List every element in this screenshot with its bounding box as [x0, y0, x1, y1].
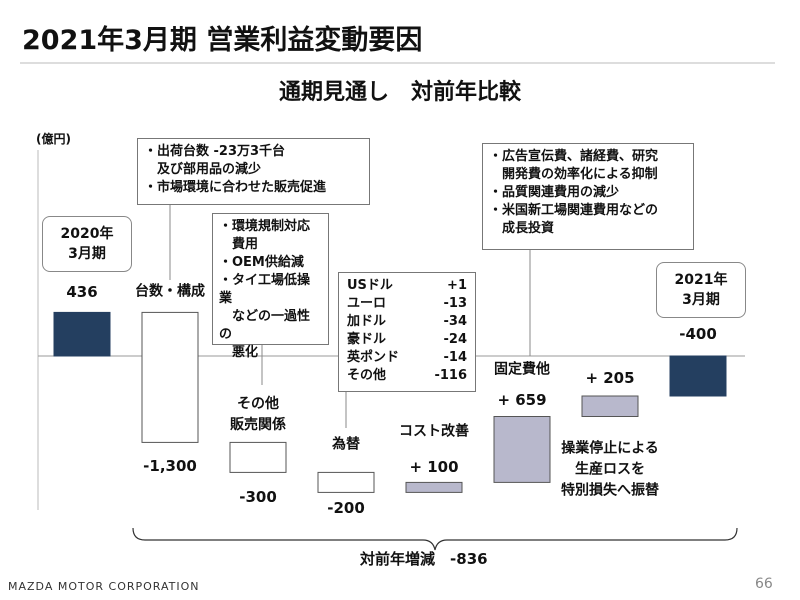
- bar: [581, 395, 639, 417]
- value-label: -1,300: [143, 457, 197, 475]
- unit-label: (億円): [36, 132, 71, 146]
- bar: [493, 416, 551, 483]
- category-box: 2020年 3月期: [42, 216, 132, 272]
- fx-table: USドル +1 ユーロ -13 加ドル -34 豪ドル -24 英ポンド -14 その他 -116: [338, 272, 476, 392]
- note-box: ・環境規制対応 費用・OEM供給減・タイ工場低操業 などの一過性の 悪化: [212, 213, 329, 360]
- value-label: -400: [679, 325, 717, 343]
- total-change-label: 対前年増減: [360, 550, 436, 568]
- bar: [53, 311, 111, 357]
- fx-value: -34: [443, 314, 468, 329]
- category-label: コスト改善: [399, 423, 469, 440]
- note-item: ・米国新工場関連費用などの 成長投資: [489, 203, 659, 236]
- note-item: ・市場環境に合わせた販売促進: [144, 180, 327, 195]
- page-number: 66: [755, 576, 773, 592]
- note-item: ・広告宣伝費、諸経費、研究 開発費の効率化による抑制: [489, 149, 659, 182]
- fx-currency: 豪ドル: [347, 332, 387, 347]
- fx-currency: ユーロ: [347, 296, 387, 311]
- note-box: ・広告宣伝費、諸経費、研究 開発費の効率化による抑制・品質関連費用の減少・米国新…: [482, 143, 694, 250]
- value-label: 436: [66, 283, 98, 301]
- fx-currency: 加ドル: [347, 314, 387, 329]
- brace: [132, 527, 738, 551]
- bar: [405, 481, 463, 493]
- category-label: 固定費他: [494, 361, 550, 378]
- note-box: ・出荷台数 -23万3千台 及び部用品の減少・市場環境に合わせた販売促進: [137, 138, 370, 205]
- fx-row: 豪ドル -24: [347, 331, 467, 349]
- category-label: 操業停止による 生産ロスを 特別損失へ振替: [561, 440, 659, 499]
- category-label: 為替: [332, 436, 360, 453]
- category-box: 2021年 3月期: [656, 262, 746, 318]
- value-label: + 205: [585, 369, 635, 387]
- value-label: + 659: [497, 391, 547, 409]
- fx-value: -13: [443, 296, 468, 311]
- bar: [669, 355, 727, 397]
- category-label: 台数・構成: [135, 283, 205, 300]
- total-change-value: -836: [450, 550, 488, 568]
- fx-row: 加ドル -34: [347, 313, 467, 331]
- title: 2021年3月期 営業利益変動要因: [22, 25, 423, 56]
- note-item: ・OEM供給減: [219, 255, 304, 270]
- value-label: + 100: [409, 458, 459, 476]
- total-change: 対前年増減 -836: [360, 548, 488, 569]
- fx-value: -14: [443, 350, 468, 365]
- note-item: ・品質関連費用の減少: [489, 185, 620, 200]
- note-item: ・出荷台数 -23万3千台 及び部用品の減少: [144, 144, 286, 177]
- bar: [229, 441, 287, 473]
- bar: [141, 311, 199, 443]
- footer-company: MAZDA MOTOR CORPORATION: [8, 580, 200, 593]
- fx-row: ユーロ -13: [347, 295, 467, 313]
- bar: [317, 471, 375, 493]
- subtitle: 通期見通し 対前年比較: [278, 80, 521, 105]
- note-item: ・タイ工場低操業 などの一過性の 悪化: [219, 273, 311, 360]
- value-label: -200: [327, 499, 365, 517]
- fx-row: 英ポンド -14: [347, 349, 467, 367]
- fx-currency: 英ポンド: [347, 350, 400, 365]
- fx-row: USドル +1: [347, 277, 467, 295]
- category-label: その他 販売関係: [230, 396, 286, 433]
- fx-value: -24: [443, 332, 468, 347]
- fx-currency: USドル: [347, 278, 393, 293]
- fx-row: その他 -116: [347, 367, 467, 385]
- fx-value: -116: [434, 368, 467, 383]
- value-label: -300: [239, 488, 277, 506]
- fx-value: +1: [447, 278, 467, 293]
- fx-currency: その他: [347, 368, 387, 383]
- note-item: ・環境規制対応 費用: [219, 219, 311, 252]
